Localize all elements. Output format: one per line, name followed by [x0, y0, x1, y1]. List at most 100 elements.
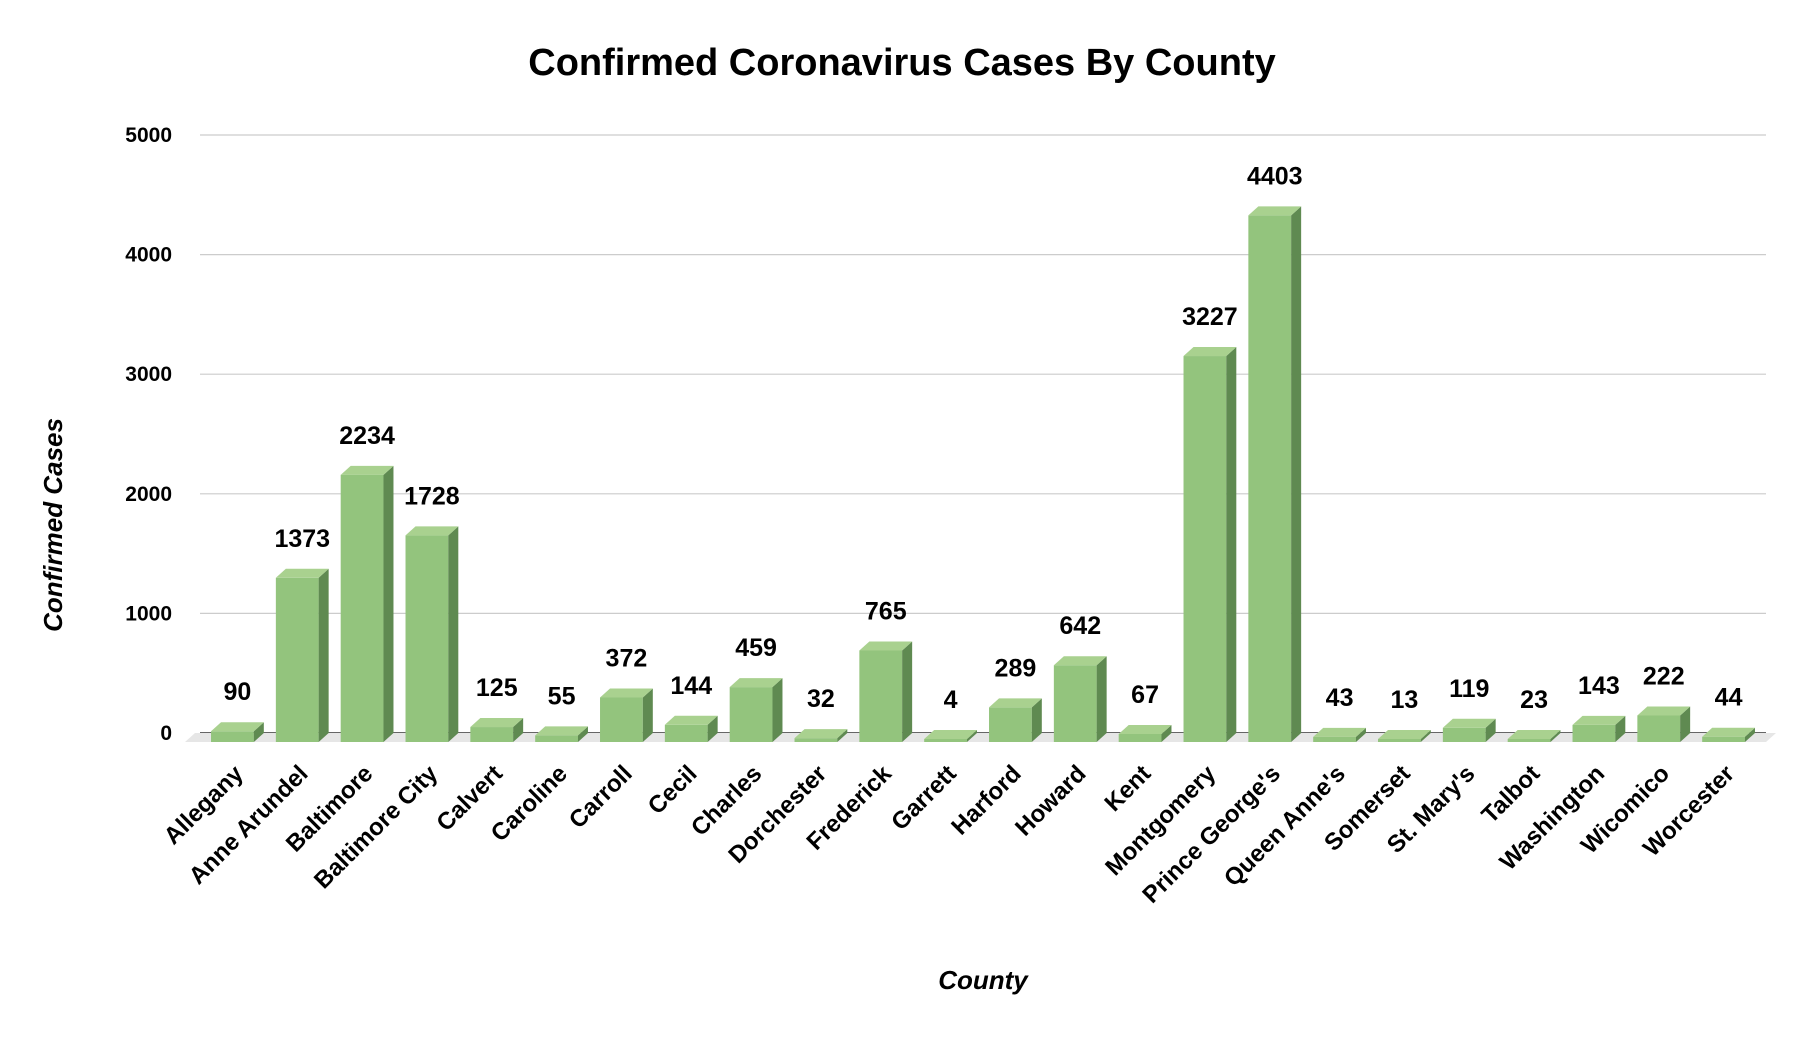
bar-top — [405, 526, 459, 536]
bar-top — [1637, 706, 1691, 716]
bar-side — [1161, 724, 1172, 742]
data-label: 144 — [670, 672, 712, 700]
data-label: 1728 — [404, 482, 460, 510]
bar-top — [535, 726, 588, 736]
bar-top — [211, 722, 264, 732]
bar — [1572, 715, 1626, 742]
y-tick-label: 1000 — [125, 602, 172, 625]
bar-side — [1226, 347, 1237, 742]
bar-side — [837, 729, 848, 742]
bar-front — [1442, 727, 1486, 742]
bar-front — [1313, 736, 1356, 742]
chart-title: Confirmed Coronavirus Cases By County — [528, 42, 1276, 84]
bar-front — [340, 474, 384, 742]
bar-top — [729, 678, 783, 688]
x-tick-label: Kent — [1100, 760, 1157, 817]
x-tick-label: Carroll — [564, 760, 638, 834]
bar — [664, 715, 718, 742]
bar — [340, 465, 394, 742]
y-axis-title: Confirmed Cases — [38, 418, 68, 632]
bar-side — [902, 641, 913, 742]
data-label: 4403 — [1247, 162, 1303, 190]
bar — [535, 726, 588, 742]
data-label: 3227 — [1182, 303, 1238, 331]
bar-side — [318, 568, 329, 742]
bar — [1053, 656, 1107, 742]
bar-front — [859, 650, 903, 742]
bar — [211, 722, 264, 742]
bar — [1442, 718, 1496, 742]
y-tick-label: 0 — [160, 722, 172, 745]
bar-side — [1355, 727, 1366, 742]
bar-front — [535, 735, 578, 742]
bar — [794, 729, 848, 742]
bar-side — [707, 715, 718, 742]
data-label: 23 — [1520, 686, 1548, 714]
bar — [1118, 724, 1172, 742]
bar-top — [1248, 206, 1302, 216]
bar-front — [729, 687, 773, 742]
bar-front — [405, 535, 449, 742]
x-axis-title: County — [938, 965, 1029, 995]
x-tick-label: Howard — [1010, 760, 1091, 841]
y-tick-label: 3000 — [125, 363, 172, 386]
bar — [275, 568, 329, 742]
data-label: 43 — [1326, 684, 1354, 712]
bar-front — [1378, 739, 1421, 742]
bar — [1702, 727, 1755, 742]
bar-side — [448, 526, 459, 742]
data-label: 459 — [735, 634, 777, 662]
bar-side — [1680, 706, 1691, 742]
bar-top — [1313, 727, 1366, 737]
bar-top — [989, 698, 1042, 708]
bar-side — [253, 722, 264, 742]
bar-top — [794, 729, 848, 739]
bar-side — [1291, 206, 1302, 743]
bar-top — [470, 718, 524, 728]
bar — [1183, 347, 1237, 742]
bar-front — [470, 727, 514, 742]
bar-top — [1183, 347, 1237, 357]
bar-top — [1053, 656, 1107, 666]
bar-top — [600, 688, 653, 698]
bar-front — [211, 731, 254, 742]
data-label: 765 — [865, 598, 907, 626]
bar — [405, 526, 459, 742]
x-tick-label: Cecil — [643, 760, 703, 820]
bar-front — [1053, 665, 1097, 742]
bar — [1507, 730, 1561, 742]
bar-front — [794, 738, 838, 742]
bar — [924, 730, 977, 742]
bar-side — [1744, 727, 1755, 742]
bar-side — [513, 718, 524, 742]
bar-top — [340, 465, 394, 475]
data-label: 4 — [944, 686, 958, 714]
bar-top — [924, 730, 977, 739]
bar-top — [1118, 724, 1172, 734]
bar-front — [1637, 715, 1681, 742]
bar — [1378, 730, 1431, 742]
data-label: 67 — [1131, 681, 1159, 709]
bar-side — [1420, 730, 1431, 742]
bar-top — [1572, 715, 1626, 725]
data-labels: 90 1373 2234 1728 125 55 372 144 459 32 765 4 289 642… — [224, 162, 1743, 714]
bar-top — [275, 568, 329, 578]
bar-side — [1096, 656, 1107, 742]
bar-front — [1572, 724, 1616, 742]
bar — [1637, 706, 1691, 742]
bar-front — [275, 577, 319, 742]
x-tick-label: Harford — [946, 760, 1026, 840]
bar-side — [642, 688, 653, 742]
data-label: 642 — [1059, 612, 1101, 640]
data-label: 13 — [1391, 686, 1419, 714]
bar-front — [1183, 356, 1227, 742]
bar-front — [1118, 733, 1162, 742]
bar-top — [1442, 718, 1496, 728]
bar-side — [1485, 718, 1496, 742]
bar-front — [1248, 215, 1292, 743]
y-tick-label: 2000 — [125, 483, 172, 506]
bar — [1313, 727, 1366, 742]
